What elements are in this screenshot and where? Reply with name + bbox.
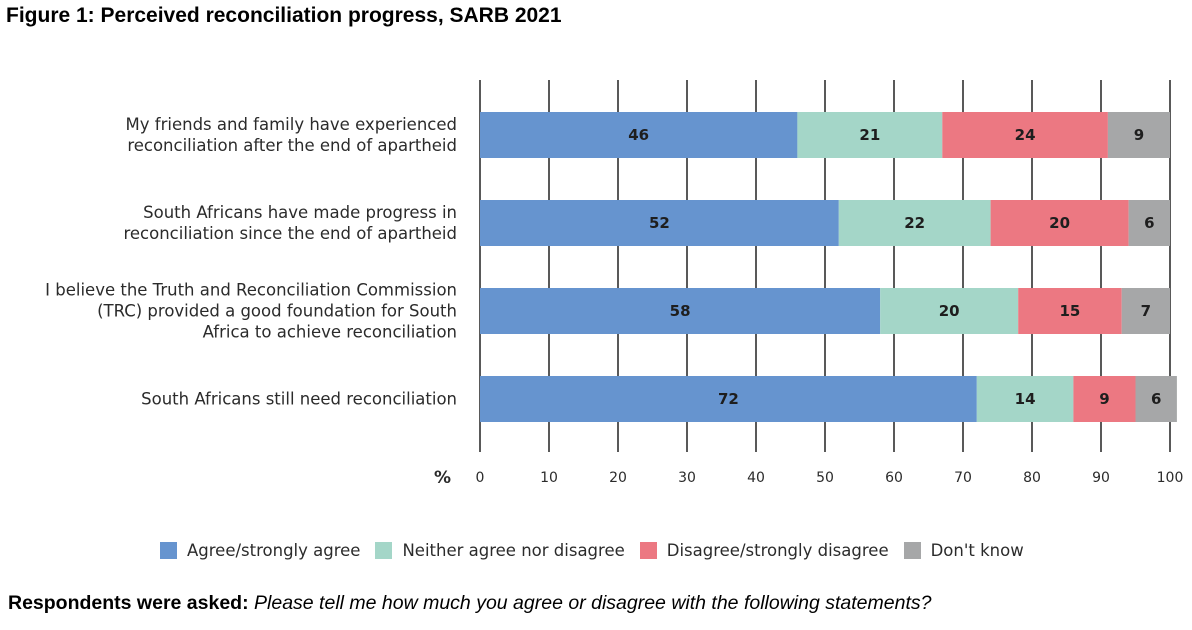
- x-tick-label: 90: [1092, 470, 1110, 486]
- category-label: reconciliation since the end of aparthei…: [123, 224, 457, 243]
- x-tick-label: 100: [1157, 470, 1184, 486]
- bar-value-label: 58: [670, 302, 691, 320]
- bar-segment: [797, 112, 943, 158]
- legend-label: Don't know: [930, 541, 1024, 560]
- bar-value-label: 6: [1144, 214, 1154, 232]
- legend-label: Neither agree nor disagree: [402, 541, 625, 560]
- bar-value-label: 21: [859, 126, 880, 144]
- legend-label: Agree/strongly agree: [187, 541, 361, 560]
- category-label: My friends and family have experienced: [126, 115, 457, 134]
- x-tick-label: 10: [540, 470, 558, 486]
- x-tick-label: 70: [954, 470, 972, 486]
- legend-item: Neither agree nor disagree: [375, 541, 625, 560]
- bar-value-label: 24: [1015, 126, 1036, 144]
- bar-segment: [976, 376, 1074, 422]
- legend-item: Don't know: [903, 541, 1024, 560]
- bar-segment: [1073, 376, 1136, 422]
- bar-segment: [1128, 200, 1170, 246]
- axis-unit-label: %: [434, 468, 451, 488]
- bar-segment: [480, 288, 881, 334]
- x-tick-label: 20: [609, 470, 627, 486]
- category-label: Africa to achieve reconciliation: [203, 323, 457, 342]
- x-tick-label: 60: [885, 470, 903, 486]
- legend-item: Disagree/strongly disagree: [639, 541, 889, 560]
- legend-swatch: [903, 542, 921, 559]
- bar-value-label: 46: [628, 126, 649, 144]
- x-tick-label: 0: [476, 470, 485, 486]
- figure-title: Figure 1: Perceived reconciliation progr…: [6, 4, 562, 27]
- x-tick-label: 80: [1023, 470, 1041, 486]
- x-tick-label: 50: [816, 470, 834, 486]
- legend-label: Disagree/strongly disagree: [666, 541, 889, 560]
- bar-segment: [1121, 288, 1170, 334]
- bar-segment: [880, 288, 1019, 334]
- bar-value-label: 22: [904, 214, 925, 232]
- bar-value-label: 9: [1134, 126, 1144, 144]
- category-label: South Africans still need reconciliation: [141, 390, 457, 409]
- category-label: I believe the Truth and Reconciliation C…: [45, 281, 457, 300]
- footnote-lead: Respondents were asked:: [8, 592, 249, 614]
- footnote: Respondents were asked: Please tell me h…: [8, 592, 931, 615]
- bar-segment: [480, 112, 798, 158]
- bar-segment: [942, 112, 1108, 158]
- bar-value-label: 20: [1049, 214, 1070, 232]
- bar-value-label: 20: [939, 302, 960, 320]
- bar-segment: [838, 200, 991, 246]
- bar-segment: [1107, 112, 1170, 158]
- bar-segment: [990, 200, 1129, 246]
- bar-value-label: 7: [1141, 302, 1151, 320]
- chart-legend: Agree/strongly agree Neither agree nor di…: [160, 541, 1039, 560]
- legend-swatch: [375, 542, 393, 559]
- x-tick-label: 40: [747, 470, 765, 486]
- bar-segment: [480, 200, 839, 246]
- bar-segment: [480, 376, 977, 422]
- legend-swatch: [639, 542, 657, 559]
- bar-segment: [1135, 376, 1177, 422]
- category-label: reconciliation after the end of aparthei…: [127, 136, 457, 155]
- stacked-bar-chart: 46 21 24 9 My friends and family have experi…: [45, 80, 1184, 488]
- category-label: (TRC) provided a good foundation for Sou…: [97, 302, 457, 321]
- bar-value-label: 15: [1060, 302, 1081, 320]
- footnote-question: Please tell me how much you agree or dis…: [254, 592, 932, 614]
- bar-segment: [1018, 288, 1122, 334]
- bar-value-label: 14: [1015, 390, 1036, 408]
- bar-value-label: 72: [718, 390, 739, 408]
- category-label: South Africans have made progress in: [143, 203, 457, 222]
- legend-item: Agree/strongly agree: [160, 541, 360, 560]
- bar-value-label: 52: [649, 214, 670, 232]
- bar-value-label: 6: [1151, 390, 1161, 408]
- x-tick-label: 30: [678, 470, 696, 486]
- legend-swatch: [160, 542, 177, 559]
- bar-value-label: 9: [1099, 390, 1109, 408]
